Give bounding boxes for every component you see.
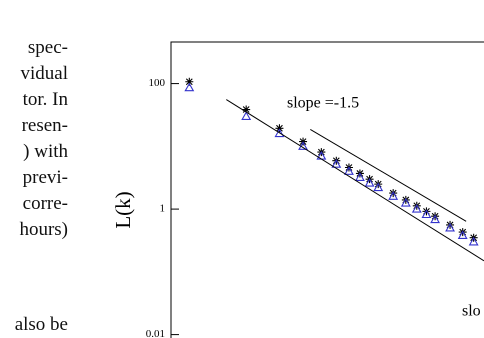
triangle-point xyxy=(184,82,195,92)
triangle-point xyxy=(411,203,422,213)
annotation: slo xyxy=(462,303,481,320)
y-tick-label: 0.01 xyxy=(146,328,165,338)
triangle-point xyxy=(468,236,479,246)
triangle-point xyxy=(457,230,468,240)
y-tick-label: 1 xyxy=(160,203,166,215)
triangle-point xyxy=(430,214,441,224)
triangle-point xyxy=(354,172,365,181)
text-fragment: tor. In xyxy=(22,89,68,110)
star-point xyxy=(275,124,284,133)
text-fragment: vidual xyxy=(20,63,69,84)
triangle-point xyxy=(344,166,354,175)
text-fragment: previ- xyxy=(22,167,68,188)
text-fragment: also be xyxy=(14,314,68,335)
text-fragment: corre- xyxy=(22,193,68,214)
triangle-point xyxy=(373,182,384,192)
triangle-point xyxy=(364,177,375,187)
fit-line xyxy=(226,99,484,262)
text-fragment: resen- xyxy=(21,115,68,136)
triangle-point xyxy=(274,128,285,138)
triangle-point xyxy=(400,197,411,207)
triangle-point xyxy=(445,222,456,232)
y-axis-label: L(k) xyxy=(111,191,135,228)
star-point xyxy=(242,105,251,114)
triangle-point xyxy=(388,191,399,200)
text-fragment: spec- xyxy=(27,37,68,58)
triangle-point xyxy=(331,159,342,168)
text-fragment: hours) xyxy=(19,219,68,240)
triangle-point xyxy=(241,111,252,120)
fit-line xyxy=(310,128,467,222)
star-point xyxy=(185,77,194,86)
annotation: slope =-1.5 xyxy=(287,95,359,112)
y-tick-label: 100 xyxy=(149,77,166,89)
triangle-point xyxy=(421,209,432,219)
plot-frame xyxy=(170,41,484,338)
text-fragment: ) with xyxy=(23,141,68,162)
